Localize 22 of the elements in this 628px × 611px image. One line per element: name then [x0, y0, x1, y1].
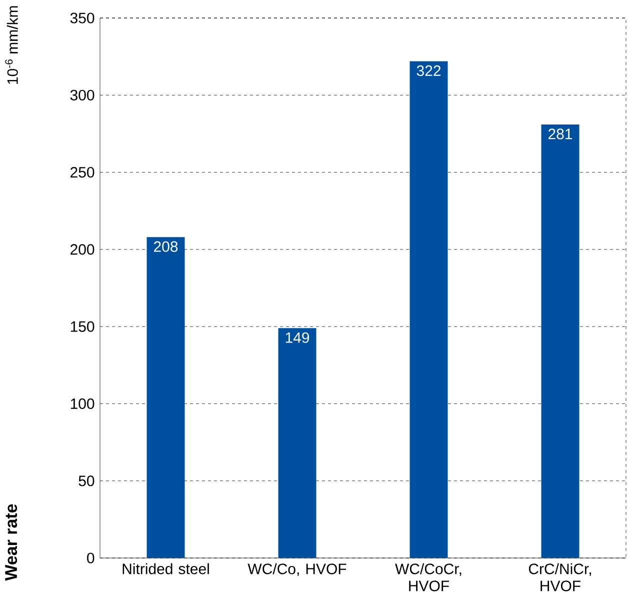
x-tick-label: Nitrided steel [122, 563, 209, 574]
data-label: 149 [286, 332, 310, 343]
x-tick-label: WC/Co, HVOF [248, 563, 346, 576]
data-label: 208 [154, 241, 178, 252]
y-tick-label: 200 [70, 244, 94, 255]
x-tick-label: CrC/NiCr, HVOF [528, 563, 591, 592]
y-tick-label: 250 [70, 166, 94, 178]
y-tick-label: 50 [78, 476, 94, 486]
y-tick-label: 100 [70, 398, 94, 410]
y-tick-label: 150 [70, 321, 94, 332]
data-label: 281 [548, 128, 572, 140]
y-axis-title: Wear rate [5, 504, 18, 581]
y-tick-label: 300 [70, 90, 94, 100]
bar [410, 61, 448, 558]
y-tick-label: 0 [87, 552, 94, 564]
bar [146, 237, 185, 558]
bar [541, 124, 580, 558]
x-tick-label: WC/CoCr, HVOF [395, 563, 462, 592]
data-label: 322 [416, 65, 441, 76]
text: 10$^{-6}$ mm/km [5, 6, 18, 84]
y-tick-label: 350 [70, 12, 94, 24]
bar [278, 328, 316, 558]
